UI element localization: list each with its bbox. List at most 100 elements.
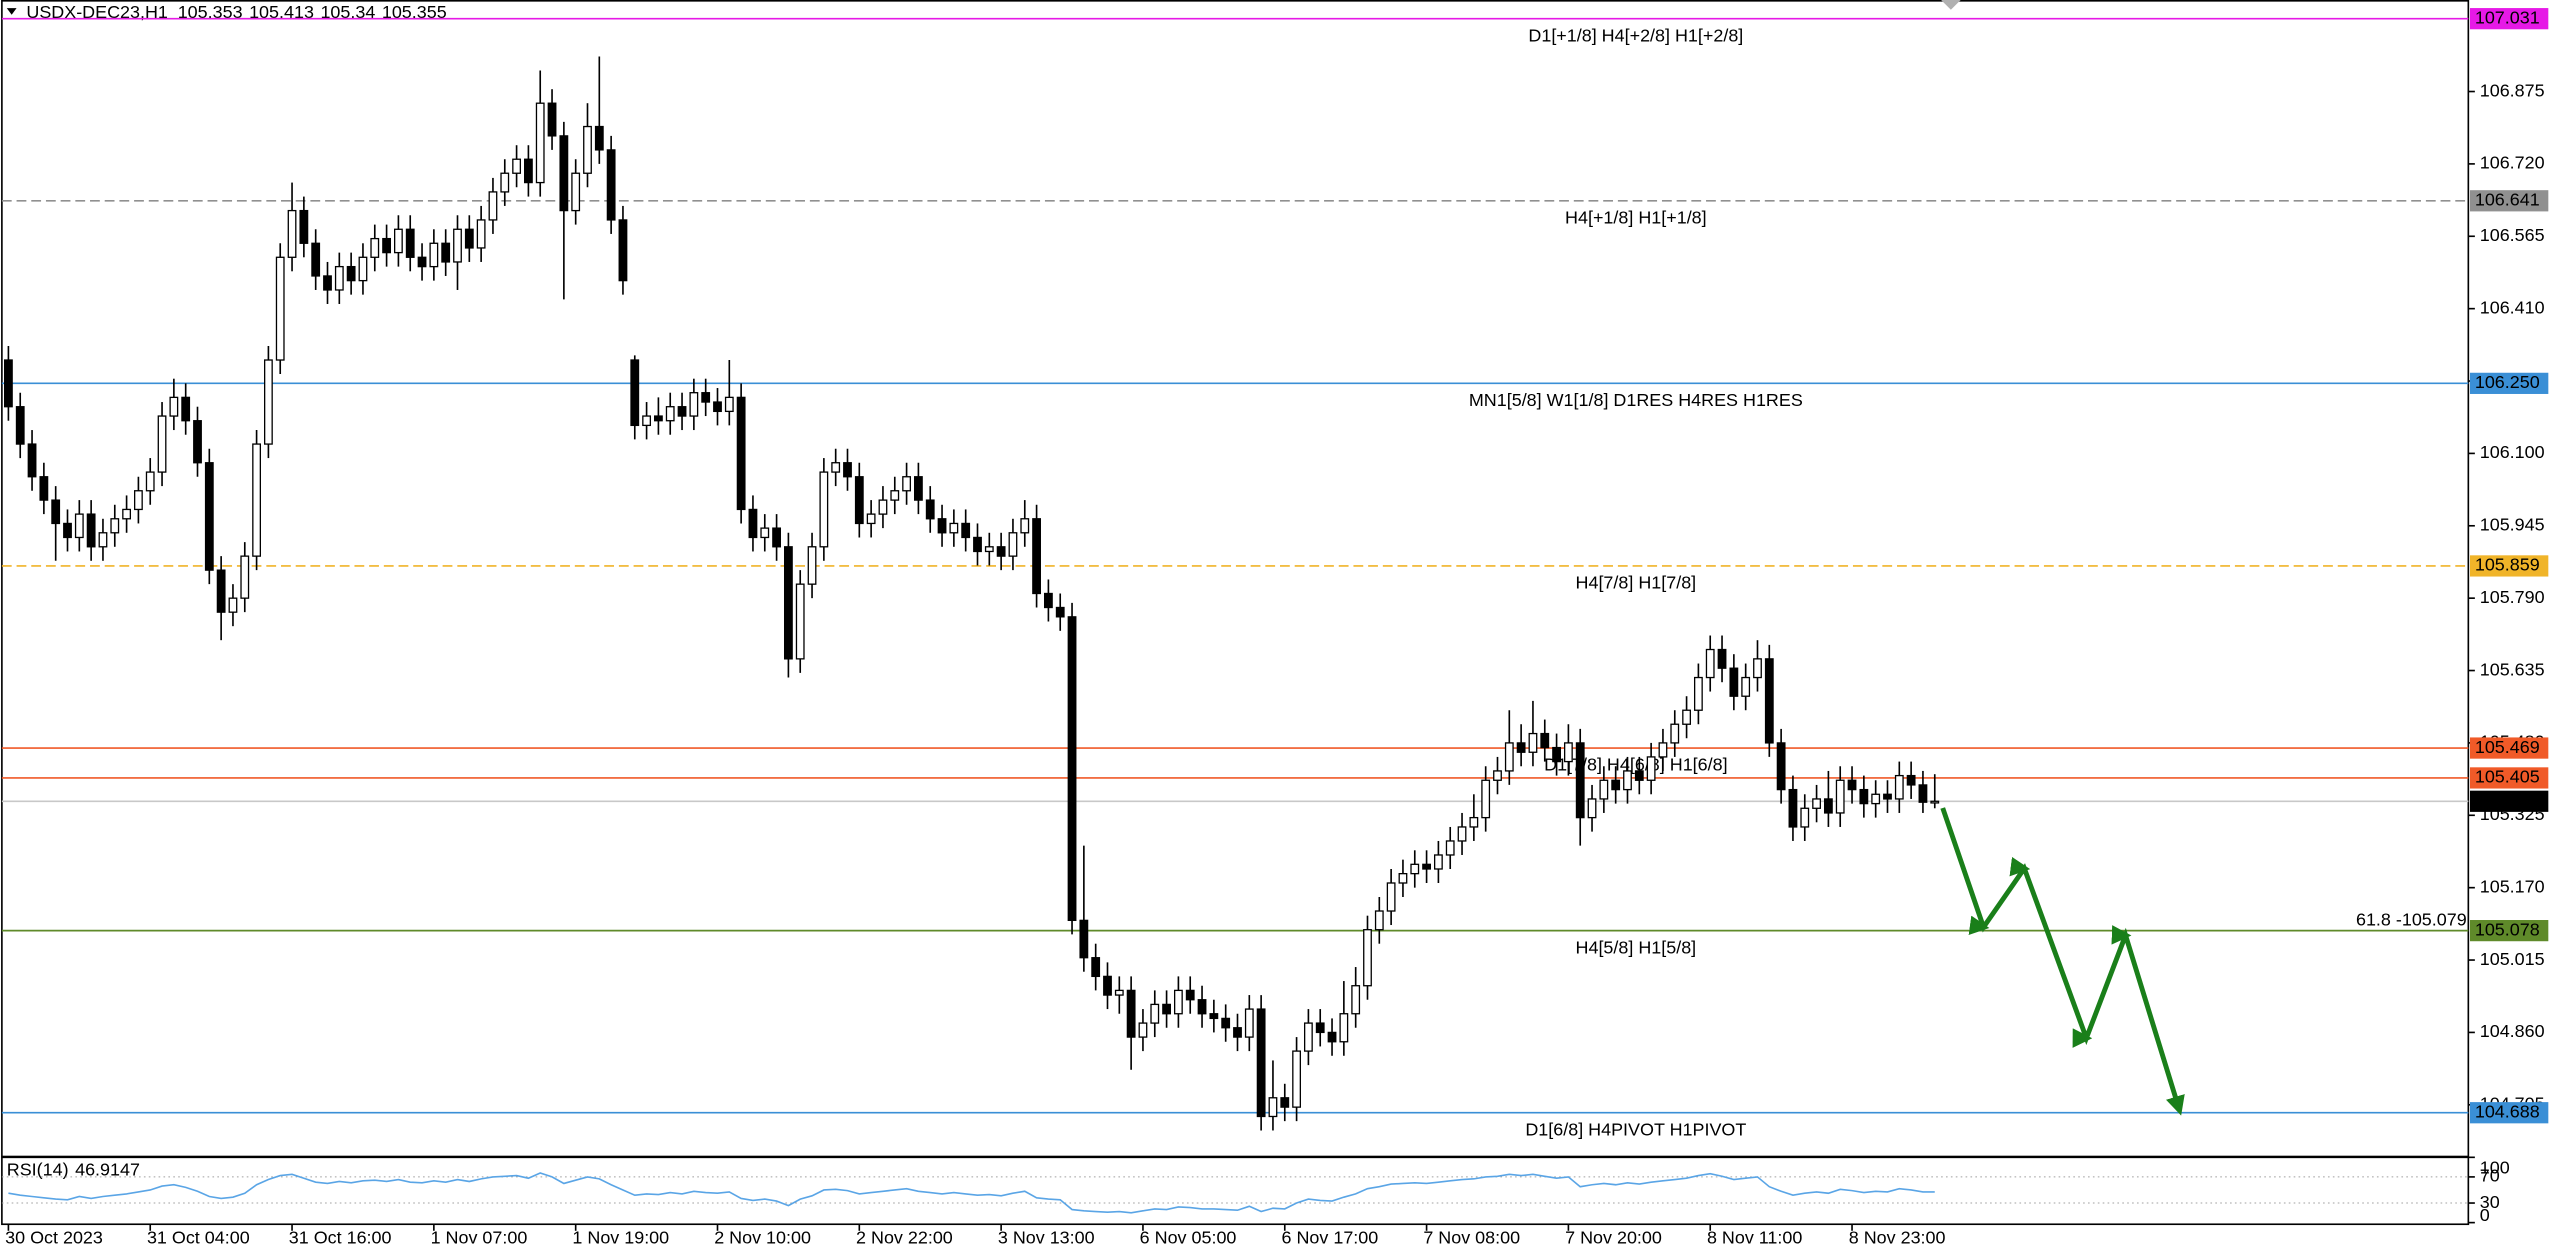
candle-body: [1764, 658, 1774, 744]
candle-body: [1693, 676, 1703, 711]
candle-body: [1032, 518, 1041, 595]
candle-body: [1055, 606, 1065, 618]
candle-body: [843, 462, 852, 478]
candle-body: [1363, 929, 1372, 987]
candle-body: [1835, 779, 1845, 814]
scroll-marker: [1941, 0, 1961, 10]
candle-body: [795, 583, 805, 660]
rsi-title: RSI(14): [7, 1159, 69, 1179]
candle-body: [1244, 1008, 1254, 1038]
candle-body: [547, 102, 557, 137]
candle-body: [1043, 592, 1053, 609]
candle-body: [571, 172, 581, 212]
candle-body: [1516, 742, 1526, 753]
candle-body: [1185, 989, 1195, 1001]
candle-body: [1800, 807, 1810, 828]
candle-body: [15, 406, 25, 445]
candle-body: [311, 242, 321, 277]
fib-label: 61.8 -105.079: [2356, 910, 2467, 930]
candle-body: [1504, 742, 1514, 772]
candle-body: [1894, 774, 1904, 800]
candle-body: [441, 242, 451, 263]
rsi-panel-frame: [1, 1156, 2470, 1226]
x-tick-label: 1 Nov 19:00: [572, 1228, 669, 1248]
y-tick-label: 105.635: [2480, 659, 2545, 679]
candle-body: [1351, 985, 1361, 1015]
header-close: 105.355: [382, 2, 447, 22]
x-tick-label: 7 Nov 08:00: [1423, 1228, 1520, 1248]
level-price-label: 106.250: [2475, 372, 2540, 392]
candle-body: [405, 228, 415, 258]
level-label: D1[7/8] H4[6/8] H1[6/8]: [1544, 755, 1727, 775]
candle-body: [86, 513, 96, 548]
candle-body: [1729, 667, 1739, 697]
candle-body: [1847, 779, 1857, 791]
candle-body: [1126, 989, 1136, 1038]
candle-body: [275, 256, 285, 361]
rsi-y-tick-label: 100: [2480, 1157, 2510, 1177]
candle-body: [973, 536, 982, 553]
candle-body: [512, 158, 521, 174]
candle-body: [1256, 1008, 1266, 1118]
level-price-label: 106.641: [2475, 190, 2540, 210]
candle-body: [653, 415, 663, 422]
candle-body: [1020, 518, 1030, 534]
candle-body: [1315, 1022, 1325, 1034]
x-tick-label: 8 Nov 23:00: [1849, 1228, 1946, 1248]
header-open: 105.353: [178, 2, 243, 22]
candle-body: [193, 420, 202, 464]
candle-body: [689, 392, 699, 417]
candle-body: [1114, 989, 1124, 996]
candle-body: [264, 359, 273, 445]
candle-body: [1445, 840, 1455, 856]
candle-body: [713, 401, 722, 413]
candle-body: [1883, 793, 1892, 800]
level-price-box: [2469, 8, 2549, 30]
candle-body: [252, 443, 261, 557]
candle-body: [1930, 800, 1940, 804]
candle-body: [949, 522, 959, 534]
rsi-y-tick-label: 70: [2480, 1166, 2500, 1186]
candles: [1, 56, 2469, 1214]
projection-arrows: [1940, 807, 2185, 1116]
candle-body: [1646, 756, 1656, 781]
candle-body: [1575, 742, 1585, 819]
candle-body: [500, 172, 510, 193]
main-panel-frame: [1, 0, 2470, 1158]
y-tick-label: 106.410: [2480, 297, 2545, 317]
candle-body: [1410, 863, 1420, 875]
candle-body: [299, 209, 309, 244]
level-price-label: 105.859: [2475, 555, 2540, 575]
level-price-box: [2469, 920, 2549, 942]
candle-body: [1611, 779, 1621, 791]
candle-body: [642, 415, 651, 427]
candle-body: [1918, 784, 1928, 803]
candle-body: [74, 513, 84, 539]
candle-body: [1670, 723, 1680, 744]
candle-body: [807, 546, 817, 585]
candle-body: [535, 102, 545, 184]
level-price-label: 104.688: [2475, 1101, 2540, 1121]
candle-body: [677, 406, 687, 417]
collapse-toggle[interactable]: [6, 8, 17, 15]
candle-body: [1753, 658, 1762, 679]
candle-body: [866, 513, 876, 525]
candle-body: [1457, 826, 1467, 842]
candle-body: [783, 546, 793, 660]
candle-body: [39, 476, 49, 501]
candle-body: [1292, 1050, 1301, 1108]
candle-body: [323, 275, 332, 291]
candle-body: [464, 228, 474, 249]
y-tick-label: 106.875: [2480, 80, 2545, 100]
x-tick-label: 6 Nov 05:00: [1140, 1228, 1237, 1248]
current-price-box: [2469, 790, 2549, 812]
level-price-label: 105.469: [2475, 737, 2540, 757]
candle-body: [1197, 999, 1207, 1015]
x-tick-label: 31 Oct 04:00: [147, 1228, 250, 1248]
candle-body: [1823, 798, 1833, 814]
candle-body: [1103, 975, 1112, 996]
candle-body: [724, 396, 734, 413]
y-tick-label: 105.170: [2480, 876, 2545, 896]
